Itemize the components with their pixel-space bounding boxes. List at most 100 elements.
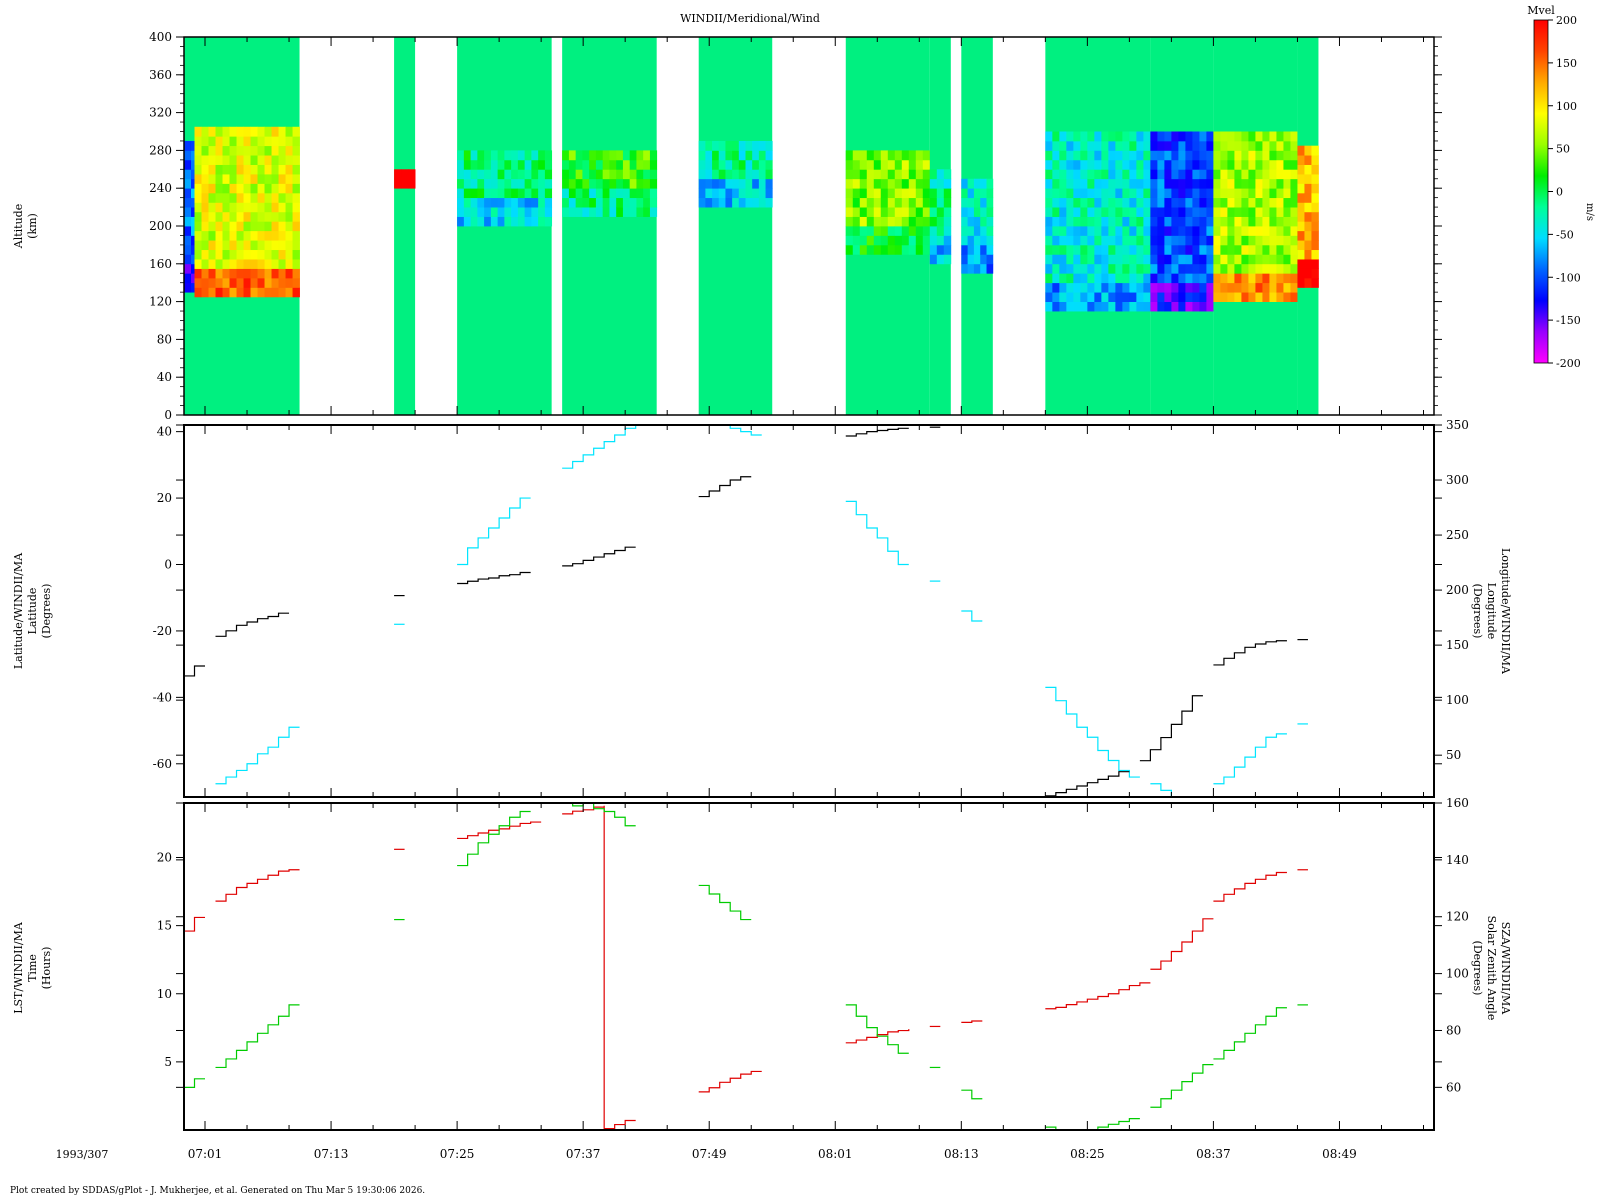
wind-cell: [511, 169, 519, 180]
wind-cell: [1171, 140, 1179, 151]
wind-cell: [922, 169, 931, 180]
wind-cell: [544, 216, 553, 227]
wind-cell: [1199, 216, 1207, 227]
wind-cell: [1150, 140, 1158, 151]
wind-cell: [616, 207, 624, 217]
wind-cell: [208, 268, 216, 279]
wind-cell: [887, 150, 896, 161]
wind-cell: [1136, 282, 1144, 293]
wind-cell: [484, 159, 492, 170]
wind-cell: [1269, 244, 1277, 255]
wind-cell: [285, 174, 293, 184]
wind-cell: [1311, 155, 1319, 165]
x-tick-label: 08:01: [818, 1147, 853, 1161]
wind-cell: [1262, 226, 1270, 236]
wind-cell: [943, 216, 952, 227]
wind-cell: [1185, 131, 1193, 142]
wind-cell: [582, 150, 590, 161]
wind-cell: [1304, 164, 1312, 175]
wind-cell: [1052, 188, 1060, 199]
wind-cell: [1262, 216, 1270, 227]
wind-cell: [986, 178, 994, 189]
wind-cell: [616, 150, 624, 161]
wind-cell: [845, 244, 854, 255]
wind-cell: [698, 169, 706, 180]
wind-cell: [880, 169, 889, 180]
wind-cell: [229, 259, 237, 269]
wind-cell: [271, 183, 279, 194]
wind-cell: [908, 207, 917, 217]
wind-cell: [1143, 244, 1151, 255]
wind-cell: [401, 178, 409, 189]
y-tick-label: 360: [149, 68, 172, 82]
wind-cell: [1157, 140, 1165, 151]
wind-cell: [524, 188, 532, 199]
wind-cell: [524, 150, 532, 161]
wind-cell: [229, 164, 237, 175]
wind-cell: [1255, 235, 1263, 246]
wind-cell: [1157, 244, 1165, 255]
wind-cell: [201, 155, 209, 165]
wind-cell: [292, 268, 300, 279]
wind-cell: [887, 235, 896, 246]
wind-cell: [285, 136, 293, 147]
wind-cell: [1262, 150, 1270, 161]
wind-cell: [1101, 282, 1109, 293]
wind-cell: [1262, 207, 1270, 217]
wind-cell: [292, 287, 300, 298]
wind-cell: [725, 159, 733, 170]
wind-cell: [738, 178, 746, 189]
wind-cell: [1311, 268, 1319, 279]
wind-cell: [1255, 131, 1263, 142]
wind-cell: [271, 230, 279, 241]
wind-cell: [866, 216, 875, 227]
latlon-panel-frame: [183, 424, 1435, 798]
wind-cell: [1206, 159, 1214, 170]
wind-cell: [1087, 178, 1095, 189]
wind-cell: [1297, 259, 1305, 269]
wind-cell: [967, 207, 975, 217]
wind-cell: [1262, 282, 1270, 293]
wind-cell: [201, 164, 209, 175]
wind-cell: [1094, 159, 1102, 170]
wind-cell: [1248, 140, 1256, 151]
wind-cell: [1087, 282, 1095, 293]
wind-cell: [1269, 188, 1277, 199]
wind-cell: [222, 174, 230, 184]
y-tick-label: 320: [149, 106, 172, 120]
wind-cell: [1290, 169, 1298, 180]
wind-cell: [215, 126, 223, 137]
wind-cell: [1185, 216, 1193, 227]
wind-cell: [698, 188, 706, 199]
wind-cell: [544, 150, 553, 161]
wind-cell: [873, 216, 882, 227]
wind-cell: [758, 188, 766, 199]
wind-cell: [1080, 226, 1088, 236]
series-line: [1150, 783, 1182, 798]
wind-cell: [1178, 244, 1186, 255]
wind-cell: [1129, 263, 1137, 274]
series-line: [1213, 733, 1287, 785]
wind-cell: [201, 221, 209, 232]
wind-cell: [1066, 159, 1074, 170]
wind-cell: [271, 155, 279, 165]
wind-cell: [278, 259, 286, 269]
wind-cell: [250, 259, 258, 269]
wind-cell: [622, 207, 631, 217]
wind-cell: [1227, 140, 1235, 151]
wind-cell: [725, 150, 733, 161]
wind-cell: [208, 249, 216, 260]
wind-cell: [285, 126, 293, 137]
wind-cell: [622, 197, 631, 208]
wind-cell: [986, 197, 994, 208]
wind-cell: [229, 287, 237, 298]
wind-cell: [1290, 254, 1298, 265]
wind-cell: [1073, 244, 1081, 255]
wind-cell: [243, 259, 251, 269]
wind-cell: [1108, 197, 1116, 208]
wind-cell: [1150, 169, 1158, 180]
wind-cell: [229, 174, 237, 184]
wind-cell: [504, 150, 512, 161]
wind-cell: [531, 188, 539, 199]
wind-cell: [1108, 235, 1116, 246]
